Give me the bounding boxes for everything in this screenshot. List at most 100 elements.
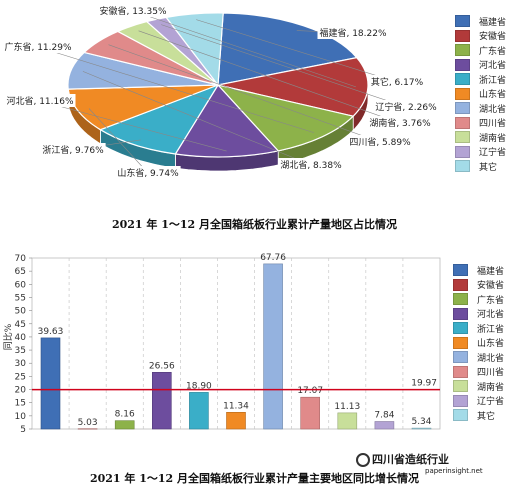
bar-legend-swatch	[453, 264, 468, 277]
pie-legend-label: 河北省	[479, 61, 507, 72]
pie-legend-swatch	[455, 145, 470, 158]
pie-chart-section: 福建省, 18.22% 安徽省, 13.35% 广东省, 11.29% 河北省, 11…	[0, 0, 509, 235]
pie-legend-item: 四川省	[455, 116, 506, 131]
bar-legend-label: 四川省	[477, 368, 505, 379]
bar-legend-item: 福建省	[453, 263, 504, 278]
y-tick-label: 25	[15, 372, 26, 382]
bar-legend-swatch	[453, 394, 468, 407]
bar-data-label: 7.84	[374, 411, 394, 421]
pie-legend-label: 辽宁省	[479, 148, 507, 159]
pie-legend-label: 湖北省	[479, 104, 507, 115]
pie-legend-item: 广东省	[455, 43, 506, 58]
pie-data-label: 其它, 6.17%	[371, 76, 424, 88]
bar-legend-swatch	[453, 409, 468, 422]
pie-label-bg	[278, 158, 344, 171]
pie-legend: 福建省 安徽省广东省河北省浙江省山东省湖北省 四川省 湖南省辽宁省其它	[455, 14, 506, 174]
pie-legend-item: 安徽省	[455, 29, 506, 44]
pie-leader-line	[88, 108, 149, 174]
pie-label-bg	[40, 143, 106, 156]
pie-leader-line	[138, 30, 401, 124]
bar-data-label: 39.63	[38, 327, 64, 337]
pie-label-bg	[97, 4, 169, 17]
bar-legend-label: 山东省	[477, 339, 505, 350]
pie-legend-label: 山东省	[479, 90, 507, 101]
bar-data-label: 11.13	[334, 402, 360, 412]
pie-label-bg	[115, 166, 181, 179]
pie-legend-item: 福建省	[455, 14, 506, 29]
pie-data-label: 福建省, 18.22%	[319, 27, 386, 39]
pie-leader-line	[196, 19, 398, 83]
pie-legend-label: 其它	[479, 162, 498, 173]
pie-data-label: 辽宁省, 2.26%	[375, 101, 437, 113]
bar-legend-item: 辽宁省	[453, 394, 504, 409]
bar-legend-item: 其它	[453, 408, 504, 423]
pie-legend-item: 湖南省	[455, 130, 506, 145]
bar-legend-swatch	[453, 307, 468, 320]
pie-data-label: 浙江省, 9.76%	[42, 144, 104, 156]
pie-legend-item: 辽宁省	[455, 145, 506, 160]
bar-data-label: 26.56	[149, 361, 175, 371]
bar-data-label: 17.07	[297, 386, 323, 396]
pie-data-label: 湖南省, 3.76%	[369, 117, 431, 129]
pie-legend-item: 湖北省	[455, 101, 506, 116]
bar	[114, 420, 135, 430]
y-tick-label: 5	[20, 425, 26, 435]
pie-data-label: 河北省, 11.16%	[6, 95, 73, 107]
bar	[40, 337, 61, 430]
watermark-text: 四川省造纸行业	[372, 453, 449, 466]
bar	[300, 396, 321, 430]
bar	[411, 427, 432, 430]
pie-label-bg	[4, 94, 76, 107]
pie-slice	[99, 83, 220, 155]
bar-legend-item: 四川省	[453, 365, 504, 380]
bar-legend-label: 浙江省	[477, 324, 505, 335]
bar-legend-label: 广东省	[477, 295, 505, 306]
bar-legend-swatch	[453, 293, 468, 306]
pie-legend-label: 广东省	[479, 46, 507, 57]
pie-leader-line	[132, 10, 356, 88]
bar-legend-label: 其它	[477, 411, 496, 422]
bar	[152, 372, 172, 430]
wechat-logo-icon	[356, 453, 370, 467]
bar-legend-label: 福建省	[477, 266, 505, 277]
y-tick-label: 20	[15, 386, 27, 396]
bar-data-label: 8.16	[115, 410, 135, 420]
pie-slice	[217, 12, 358, 86]
pie-legend-swatch	[455, 58, 470, 71]
pie-legend-label: 福建省	[479, 17, 507, 28]
bar-data-label: 18.90	[186, 381, 212, 391]
pie-legend-swatch	[455, 73, 470, 86]
pie-label-bg	[317, 26, 389, 39]
pie-chart: 福建省, 18.22% 安徽省, 13.35% 广东省, 11.29% 河北省, 11…	[2, 4, 439, 179]
pie-slice	[216, 83, 355, 152]
bar-data-label: 5.03	[78, 418, 98, 428]
bar-legend-item: 广东省	[453, 292, 504, 307]
pie-data-label: 四川省, 5.89%	[349, 136, 411, 148]
bar-chart: 5 10 15 20 25 30 35 40 45 50 55 60 65 70 同比% 39.63 5.03 8…	[2, 253, 441, 435]
pie-legend-swatch	[455, 102, 470, 115]
plot-area	[31, 257, 441, 430]
bar-legend-label: 辽宁省	[477, 397, 505, 408]
pie-slice	[217, 56, 369, 117]
pie-legend-label: 浙江省	[479, 75, 507, 86]
bar-legend-label: 河北省	[477, 310, 505, 321]
bar	[374, 421, 395, 430]
pie-label-bg	[2, 40, 74, 53]
y-tick-label: 70	[15, 254, 27, 264]
bar-legend-label: 安徽省	[477, 281, 505, 292]
average-line-label: 19.97	[411, 379, 437, 389]
y-axis: 5 10 15 20 25 30 35 40 45 50 55 60 65 70 同比%	[2, 254, 32, 435]
y-tick-label: 35	[15, 346, 26, 356]
bar-legend-swatch	[453, 365, 468, 378]
pie-legend-item: 其它	[455, 159, 506, 174]
pie-legend-swatch	[455, 44, 470, 57]
y-tick-label: 30	[15, 359, 27, 369]
y-tick-label: 55	[15, 293, 26, 303]
bar	[189, 392, 209, 430]
bar-data-label: 5.34	[411, 417, 431, 427]
bars: 39.63 5.03 8.16 26.56 18.90 11.34 67.76 17.07 11…	[38, 253, 432, 430]
bar-legend-swatch	[453, 336, 468, 349]
bar-legend-swatch	[453, 322, 468, 335]
pie-legend-item: 山东省	[455, 87, 506, 102]
pie-leader-line	[161, 24, 407, 108]
